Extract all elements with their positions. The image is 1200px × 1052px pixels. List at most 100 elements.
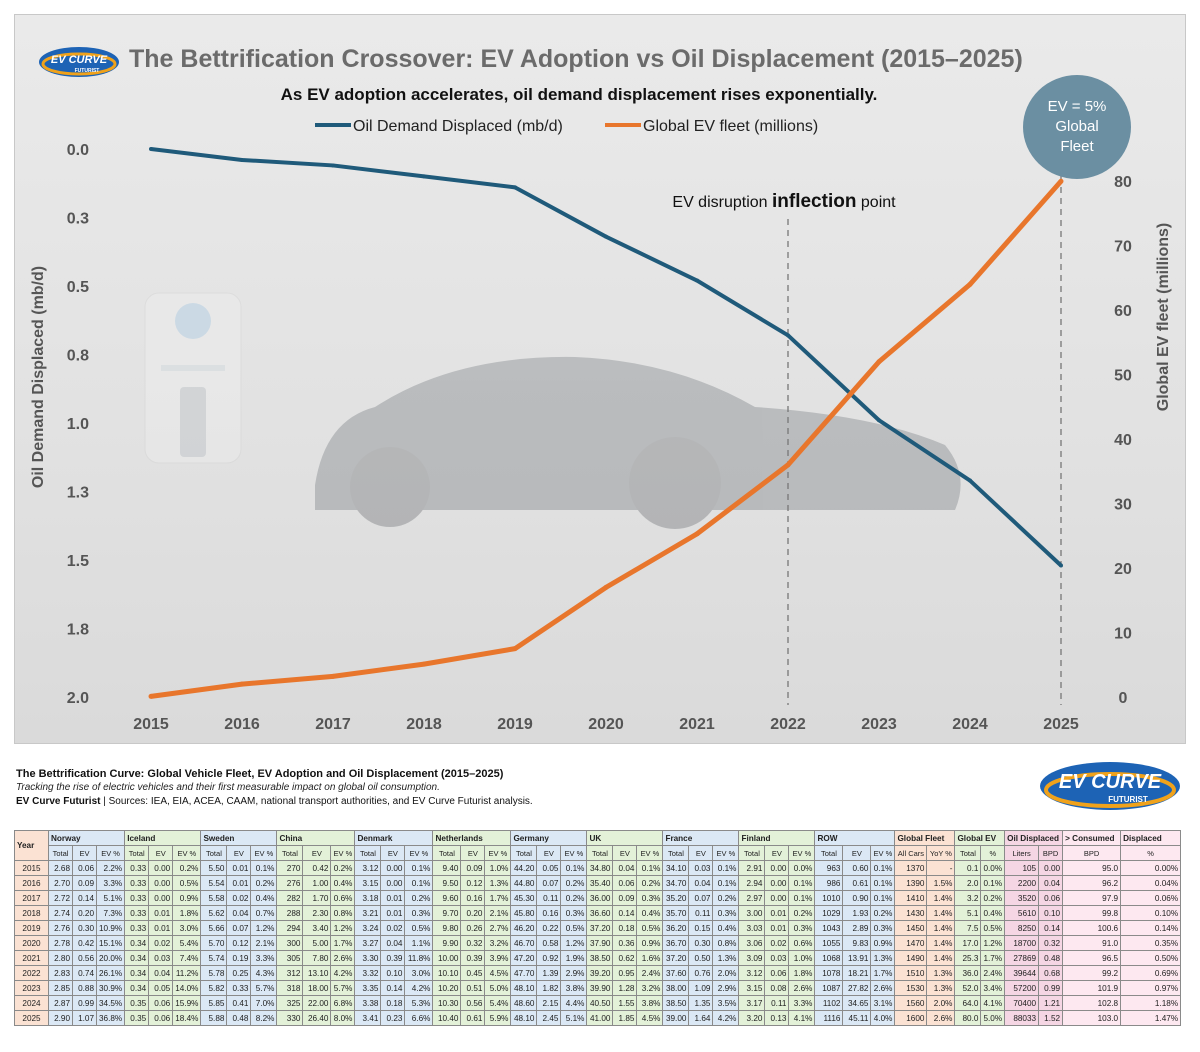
series-points [148, 147, 1064, 699]
table-cell: 0.5% [404, 920, 434, 936]
chart-subtitle: As EV adoption accelerates, oil demand d… [280, 85, 878, 104]
table-cell: 0.18 [380, 995, 406, 1011]
table-sub-header: EV [72, 845, 97, 861]
table-cell: 3.38 [354, 995, 382, 1011]
table-cell: 0.51 [460, 980, 486, 996]
oil-data-point [240, 157, 244, 162]
table-cell: 0.1 [954, 860, 982, 876]
table-sub-header: EV % [95, 845, 126, 861]
table-cell: 34.70 [662, 875, 690, 891]
table-cell: 0.9% [636, 935, 664, 951]
table-cell: 0.3% [560, 905, 588, 921]
table-cell: 1.9% [560, 950, 588, 966]
ev-data-point [330, 673, 336, 679]
x-tick-label: 2018 [406, 716, 442, 733]
table-cell: 0.50% [1120, 950, 1182, 966]
data-table: Year Norway Iceland Sweden China Denmark Nethe… [14, 830, 1182, 1026]
table-cell: 27869 [1004, 950, 1040, 966]
table-cell: 0.00 [148, 860, 174, 876]
table-cell: 0.11 [536, 890, 562, 906]
table-cell: 18700 [1004, 935, 1040, 951]
table-cell: 0.00 [1038, 860, 1064, 876]
table-row: 2023 2.85 0.88 30.9% 0.34 0.05 14.0% 5.82 0.33 5.… [14, 980, 1182, 996]
right-tick-label: 0 [1119, 690, 1128, 707]
table-cell: 5.0% [484, 980, 512, 996]
right-tick-label: 30 [1114, 497, 1132, 514]
table-sub-header: Total [814, 845, 844, 861]
table-cell: 1.6% [636, 950, 664, 966]
table-cell: 99.8 [1062, 905, 1122, 921]
table-cell: 1.18% [1120, 995, 1182, 1011]
table-cell: 3.3% [250, 950, 278, 966]
table-cell: 1.7% [870, 965, 896, 981]
table-cell: 1.0% [484, 860, 512, 876]
table-cell: 0.20 [72, 905, 97, 921]
table-cell: 1043 [814, 920, 844, 936]
table-cell: 0.00 [764, 875, 790, 891]
table-cell: 0.2% [712, 890, 740, 906]
table-row: 2015 2.68 0.06 2.2% 0.33 0.00 0.2% 5.50 0.01 0.1%… [14, 860, 1182, 876]
car-silhouette [315, 356, 961, 529]
table-cell: 9.60 [432, 890, 462, 906]
table-cell: 3.2 [954, 890, 982, 906]
table-sub-header: EV % [484, 845, 512, 861]
table-cell: 3.41 [354, 1010, 382, 1026]
table-cell: 1.3% [926, 965, 956, 981]
table-cell: 97.9 [1062, 890, 1122, 906]
table-cell: 1.52 [1038, 1010, 1064, 1026]
table-cell: 0.2% [788, 905, 816, 921]
table-title: The Bettrification Curve: Global Vehicle… [16, 768, 504, 780]
table-cell: 318 [276, 980, 304, 996]
table-cell: 0.39 [380, 950, 406, 966]
table-cell: 325 [276, 995, 304, 1011]
table-cell: 1490 [894, 950, 928, 966]
table-cell: 0.06 [148, 1010, 174, 1026]
table-cell: 1.1% [404, 935, 434, 951]
table-cell-year: 2017 [14, 890, 49, 906]
table-cell: 36.0 [954, 965, 982, 981]
table-cell: 0.16 [536, 905, 562, 921]
table-sub-header: EV % [870, 845, 896, 861]
chart-panel: EV CURVE FUTURIST The Bettrification Cro… [14, 14, 1186, 744]
oil-data-point [513, 185, 517, 190]
table-cell: 0.01 [380, 890, 406, 906]
table-cell: 4.5% [636, 1010, 664, 1026]
table-cell: 1.3% [926, 980, 956, 996]
table-cell: 1530 [894, 980, 928, 996]
table-cell: 3.09 [738, 950, 766, 966]
table-cell: 0.14 [72, 890, 97, 906]
table-cell: 1.85 [612, 1010, 638, 1026]
table-cell: 5.3% [404, 995, 434, 1011]
table-cell: 11.2% [172, 965, 202, 981]
table-cell: 5.1% [560, 1010, 588, 1026]
table-cell: 0.09 [612, 890, 638, 906]
sources-list: | Sources: IEA, EIA, ACEA, CAAM, nationa… [100, 796, 533, 807]
table-sub-header: EV % [172, 845, 202, 861]
table-cell: 5.7% [250, 980, 278, 996]
table-group-header: Displaced [1120, 830, 1182, 846]
table-cell: 0.35 [124, 995, 150, 1011]
table-cell: 48.60 [510, 995, 538, 1011]
table-cell: 0.11 [764, 995, 790, 1011]
table-cell: 330 [276, 1010, 304, 1026]
table-group-header: Finland [738, 830, 816, 846]
table-cell: 1.09 [688, 980, 714, 996]
table-cell: 0.61 [842, 875, 872, 891]
table-cell: 1.3% [712, 950, 740, 966]
left-tick-label: 0.3 [67, 211, 89, 228]
table-cell: 4.0% [870, 1010, 896, 1026]
table-cell: 5.54 [200, 875, 228, 891]
table-cell: 0.1% [870, 875, 896, 891]
table-cell: 0.33 [124, 920, 150, 936]
table-row: 2018 2.74 0.20 7.3% 0.33 0.01 1.8% 5.62 0.04 0.7%… [14, 905, 1182, 921]
table-cell: 2.0% [712, 965, 740, 981]
table-cell: 2.83 [48, 965, 73, 981]
table-cell: 3.30 [354, 950, 382, 966]
table-cell: 3.0% [172, 920, 202, 936]
table-cell: 4.5% [484, 965, 512, 981]
ev-data-point [785, 462, 791, 468]
table-cell: 0.01 [226, 860, 252, 876]
table-cell: 0.05 [148, 980, 174, 996]
table-cell: 64.0 [954, 995, 982, 1011]
table-sub-header: EV [148, 845, 174, 861]
